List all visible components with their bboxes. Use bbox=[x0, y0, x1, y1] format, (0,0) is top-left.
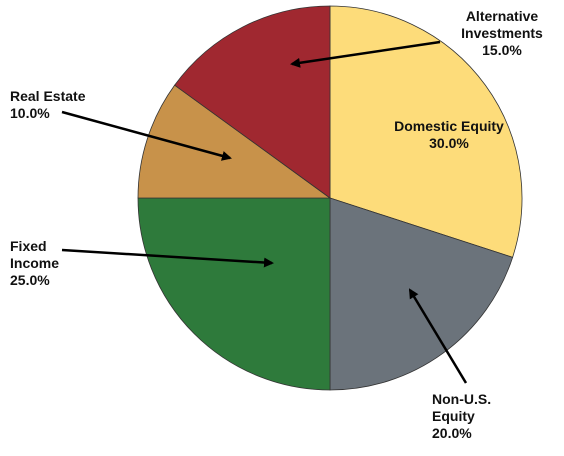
value-label: 25.0% bbox=[10, 272, 50, 288]
slices bbox=[137, 5, 523, 391]
pie-slice bbox=[137, 84, 332, 199]
category-label: Domestic Equity bbox=[394, 118, 504, 134]
arrow bbox=[61, 248, 274, 268]
arrow bbox=[290, 40, 441, 68]
value-label: 20.0% bbox=[432, 425, 472, 441]
slice-label: Real Estate 10.0% bbox=[10, 88, 110, 122]
category-label: Fixed Income bbox=[10, 238, 60, 271]
category-label: Alternative Investments bbox=[461, 8, 543, 41]
value-label: 15.0% bbox=[482, 42, 522, 58]
pie-slice bbox=[329, 197, 514, 391]
slice-label: Non-U.S. Equity 20.0% bbox=[432, 391, 496, 442]
slice-label: Domestic Equity 30.0% bbox=[384, 118, 514, 152]
arrows bbox=[61, 40, 468, 384]
category-label: Non-U.S. Equity bbox=[432, 391, 492, 424]
pie-slice bbox=[174, 5, 331, 199]
slice-label: Alternative Investments 15.0% bbox=[452, 8, 552, 59]
slice-label: Fixed Income 25.0% bbox=[10, 238, 62, 289]
pie-slice bbox=[329, 5, 523, 258]
arrow bbox=[408, 288, 468, 384]
pie-slice bbox=[137, 197, 331, 391]
arrow bbox=[61, 110, 232, 161]
value-label: 30.0% bbox=[429, 135, 469, 151]
category-label: Real Estate bbox=[10, 88, 86, 104]
value-label: 10.0% bbox=[10, 105, 50, 121]
